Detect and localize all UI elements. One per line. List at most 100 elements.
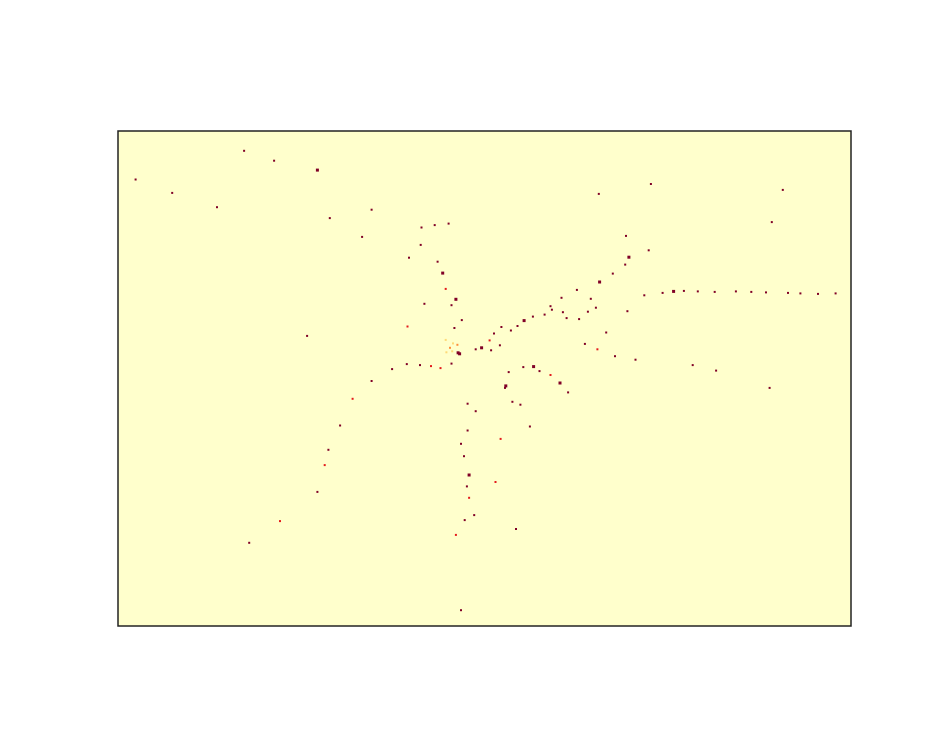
heat-cell [549,374,552,376]
heat-cell [419,364,421,367]
heat-cell [691,364,694,367]
heat-cell [549,305,552,308]
heat-cell [419,243,422,246]
heat-cell [594,306,597,309]
density-points [134,149,837,612]
heat-cell [454,297,458,301]
heat-cell [445,351,448,354]
heat-cell [473,514,476,517]
heat-cell [522,319,526,323]
heat-cell [578,318,581,321]
heat-cell [391,368,394,371]
heat-cell [531,315,534,318]
heat-cell [834,292,837,295]
heat-cell [449,346,451,349]
heat-cell [696,290,699,293]
heat-cell [463,455,465,458]
heat-cell [339,424,342,427]
heat-cell [474,348,477,351]
heat-cell [626,310,629,313]
heat-cell [444,338,447,341]
heat-cell [436,260,439,263]
heat-cell [598,280,602,284]
heat-cell [468,496,471,499]
heat-cell [672,289,676,293]
heat-cell [430,365,432,368]
heat-cell [171,191,174,194]
heat-cell [611,272,614,275]
heat-cell [528,425,531,428]
heat-cell [456,343,459,346]
heat-cell [715,369,718,372]
heat-cell [273,159,276,162]
heat-cell [817,292,819,295]
heat-cell [458,352,462,356]
heat-cell [522,366,525,369]
heat-cell [583,342,586,345]
heat-cell [661,291,664,294]
heat-cell [799,292,802,295]
heat-cell [500,326,503,328]
heat-cell [543,313,546,316]
heat-cell [248,541,251,544]
heat-cell [596,348,599,351]
heat-cell [682,289,685,292]
heat-cell [216,206,218,209]
heat-cell [306,334,309,337]
heat-cell [134,178,137,181]
plot-frame [117,130,852,627]
heat-cell [515,528,517,530]
heat-cell [575,288,578,291]
heat-cell [509,329,512,332]
heat-cell [450,304,453,307]
heat-cell [558,381,562,385]
heat-cell [750,290,753,293]
heat-cell [370,380,373,382]
heat-cell [532,365,536,369]
heat-cell [452,342,454,345]
heat-cell [474,410,477,413]
heat-cell [538,370,541,373]
heat-cell [765,291,767,294]
heat-cell [406,325,409,328]
heat-cell [519,403,522,406]
heat-cell [768,386,771,389]
heat-cell [444,287,447,290]
heat-cell [351,397,354,400]
heat-cell [460,442,462,445]
heat-cell [466,429,469,432]
heat-cell [450,362,453,365]
heat-cell [713,290,716,293]
heat-cell [516,325,519,327]
heat-cell [643,294,646,297]
heat-cell [787,291,789,294]
heat-cell [420,226,423,229]
heat-cell [447,222,450,225]
heat-cell [507,371,510,374]
heat-cell [734,290,737,293]
heat-cell [511,400,514,403]
heat-cell [279,520,281,523]
heat-cell [770,221,773,224]
heat-cell [597,192,600,195]
heat-cell [550,308,553,311]
heat-cell [488,339,491,342]
heat-cell [490,349,493,352]
heat-cell [405,363,408,366]
heat-cell [408,256,410,259]
heat-cell [605,331,608,334]
heat-cell [614,355,616,358]
heat-cell [647,249,650,252]
heat-cell [781,188,784,191]
heat-cell [451,350,454,353]
heat-cell [460,319,463,322]
plot-background [118,131,851,626]
heat-cell [467,473,471,477]
heat-cell [315,168,319,172]
heat-cell [423,302,426,305]
heat-cell [624,263,627,266]
heat-cell [625,234,627,237]
heat-cell [453,327,456,329]
heat-cell [499,437,502,440]
